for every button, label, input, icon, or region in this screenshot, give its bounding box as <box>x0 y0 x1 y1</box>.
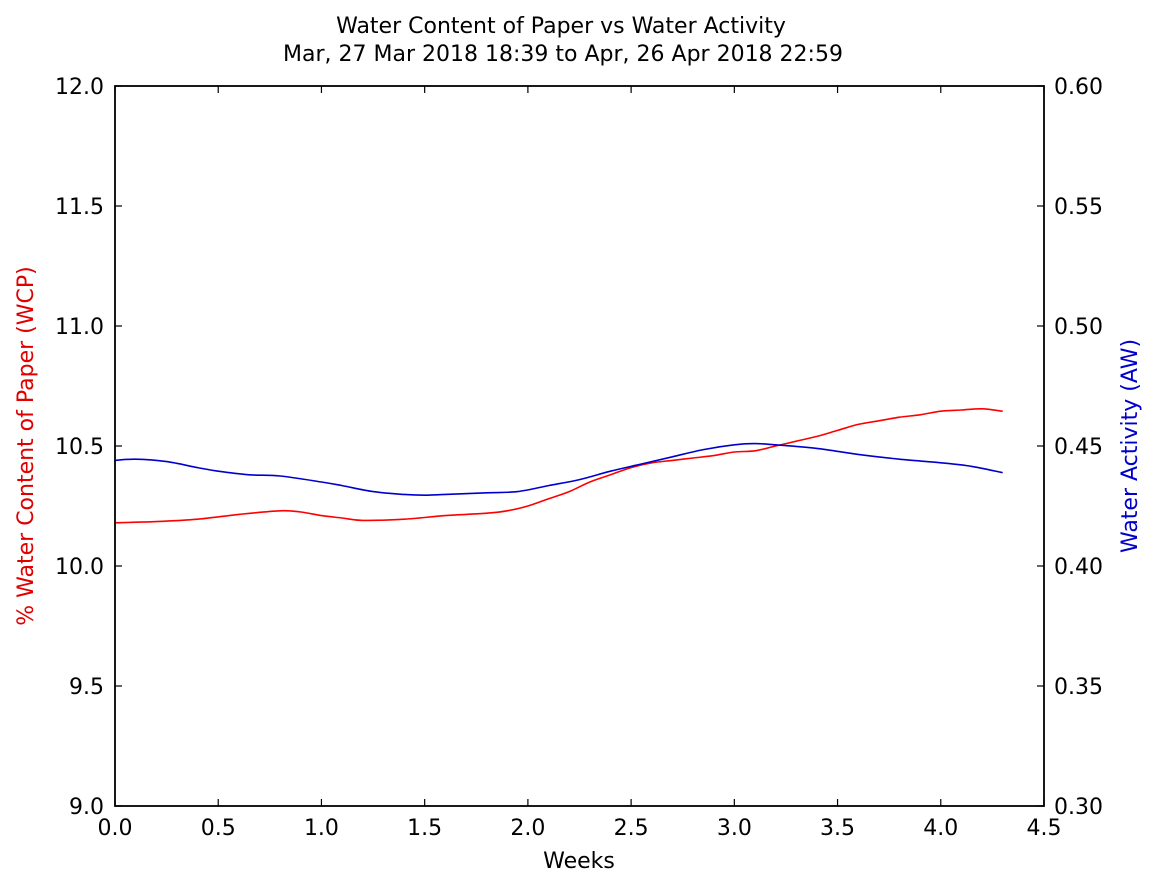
y-axis-left-label: % Water Content of Paper (WCP) <box>14 266 39 625</box>
series-layer <box>114 407 1003 524</box>
y-right-tick-label: 0.35 <box>1054 675 1103 700</box>
chart-title: Water Content of Paper vs Water Activity <box>336 14 786 39</box>
y-left-tick-label: 9.0 <box>69 795 104 820</box>
x-tick-label: 0.5 <box>201 816 236 841</box>
y-right-tick-label: 0.30 <box>1054 795 1103 820</box>
y-left-tick-label: 10.5 <box>55 435 104 460</box>
x-tick-label: 2.0 <box>510 816 545 841</box>
y-right-tick-label: 0.60 <box>1054 75 1103 100</box>
x-axis-label: Weeks <box>543 849 615 874</box>
y-left-tick-label: 10.0 <box>55 555 104 580</box>
y-right-tick-label: 0.40 <box>1054 555 1103 580</box>
x-tick-label: 4.0 <box>923 816 958 841</box>
plot-frame <box>114 85 1045 807</box>
y-right-tick-label: 0.50 <box>1054 315 1103 340</box>
y-left-tick-label: 11.5 <box>55 195 104 220</box>
x-tick-label: 2.5 <box>614 816 649 841</box>
x-tick-label: 3.5 <box>820 816 855 841</box>
y-right-tick-label: 0.55 <box>1054 195 1103 220</box>
x-tick-label: 3.0 <box>717 816 752 841</box>
x-tick-label: 0.0 <box>98 816 133 841</box>
series-line-aw <box>114 442 1003 496</box>
tick-layer: 0.0 0.5 1.0 1.5 2.0 2.5 3.0 3.5 4.0 4.5 9.0 9.5 10.0… <box>55 75 1103 841</box>
y-left-tick-label: 11.0 <box>55 315 104 340</box>
y-axis-right-label: Water Activity (AW) <box>1118 339 1143 553</box>
chart-subtitle: Mar, 27 Mar 2018 18:39 to Apr, 26 Apr 20… <box>283 42 843 67</box>
y-right-tick-label: 0.45 <box>1054 435 1103 460</box>
y-left-tick-label: 9.5 <box>69 675 104 700</box>
series-line-wcp <box>114 407 1003 524</box>
x-tick-label: 4.5 <box>1027 816 1062 841</box>
x-tick-label: 1.0 <box>304 816 339 841</box>
x-tick-label: 1.5 <box>407 816 442 841</box>
y-left-tick-label: 12.0 <box>55 75 104 100</box>
